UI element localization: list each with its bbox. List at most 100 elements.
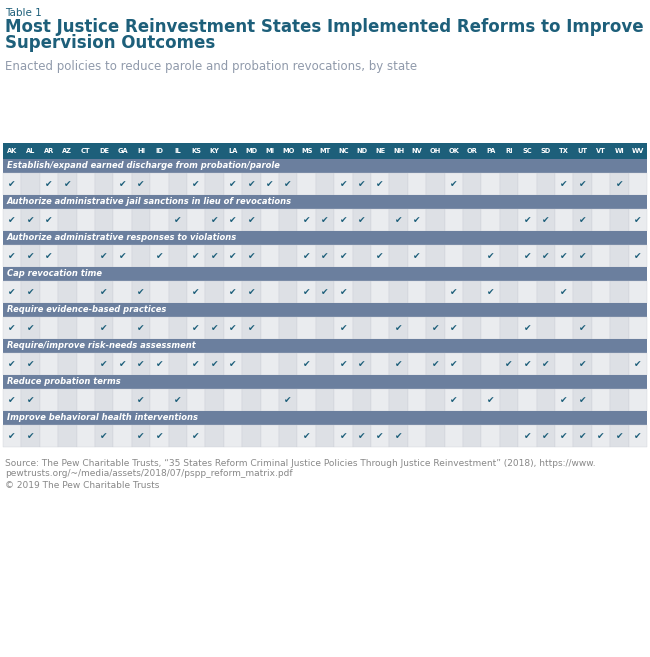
- Bar: [205, 389, 224, 411]
- Bar: [77, 389, 95, 411]
- Text: ✔: ✔: [432, 323, 439, 332]
- Text: ✔: ✔: [413, 215, 421, 225]
- Bar: [592, 209, 610, 231]
- Bar: [371, 389, 389, 411]
- Bar: [132, 389, 150, 411]
- Text: ✔: ✔: [101, 288, 108, 296]
- Text: ✔: ✔: [248, 179, 255, 189]
- Bar: [537, 425, 555, 447]
- Text: SD: SD: [541, 148, 551, 154]
- Text: TX: TX: [559, 148, 569, 154]
- Bar: [261, 389, 279, 411]
- Text: ✔: ✔: [266, 179, 274, 189]
- Bar: [408, 245, 426, 267]
- Bar: [187, 245, 205, 267]
- Bar: [21, 173, 40, 195]
- Bar: [482, 245, 500, 267]
- Bar: [77, 281, 95, 303]
- Bar: [445, 317, 463, 339]
- Bar: [205, 425, 224, 447]
- Text: ✔: ✔: [560, 252, 568, 260]
- Text: ✔: ✔: [376, 432, 384, 440]
- Bar: [555, 209, 573, 231]
- Text: ✔: ✔: [358, 359, 365, 369]
- Text: ✔: ✔: [101, 252, 108, 260]
- Bar: [408, 389, 426, 411]
- Text: ✔: ✔: [634, 252, 642, 260]
- Text: NC: NC: [338, 148, 348, 154]
- Bar: [224, 317, 242, 339]
- Text: ✔: ✔: [101, 359, 108, 369]
- Text: ✔: ✔: [155, 252, 163, 260]
- Bar: [21, 353, 40, 375]
- Bar: [40, 425, 58, 447]
- Bar: [518, 173, 537, 195]
- Text: ✔: ✔: [211, 215, 218, 225]
- Bar: [555, 173, 573, 195]
- Text: Require evidence-based practices: Require evidence-based practices: [7, 306, 166, 315]
- Bar: [132, 425, 150, 447]
- Bar: [150, 209, 168, 231]
- Bar: [408, 281, 426, 303]
- Bar: [242, 209, 261, 231]
- Text: ✔: ✔: [229, 215, 237, 225]
- Bar: [21, 281, 40, 303]
- Text: ✔: ✔: [8, 179, 16, 189]
- Bar: [352, 389, 371, 411]
- Text: ✔: ✔: [174, 396, 181, 405]
- Bar: [426, 353, 445, 375]
- Bar: [426, 281, 445, 303]
- Text: AZ: AZ: [62, 148, 72, 154]
- Bar: [592, 281, 610, 303]
- Text: ✔: ✔: [487, 396, 495, 405]
- Bar: [573, 317, 592, 339]
- Bar: [242, 389, 261, 411]
- Text: ID: ID: [155, 148, 163, 154]
- Bar: [482, 353, 500, 375]
- Bar: [224, 245, 242, 267]
- Bar: [21, 245, 40, 267]
- Bar: [3, 267, 647, 281]
- Bar: [537, 389, 555, 411]
- Text: Supervision Outcomes: Supervision Outcomes: [5, 34, 215, 52]
- Bar: [537, 209, 555, 231]
- Bar: [610, 173, 629, 195]
- Bar: [77, 317, 95, 339]
- Bar: [316, 353, 334, 375]
- Text: ✔: ✔: [8, 252, 16, 260]
- Bar: [187, 281, 205, 303]
- Text: ✔: ✔: [413, 252, 421, 260]
- Text: ✔: ✔: [579, 359, 586, 369]
- Bar: [555, 245, 573, 267]
- Bar: [629, 425, 647, 447]
- Text: ✔: ✔: [579, 252, 586, 260]
- Text: ✔: ✔: [248, 288, 255, 296]
- Text: ✔: ✔: [64, 179, 71, 189]
- Bar: [334, 425, 352, 447]
- Text: ✔: ✔: [137, 359, 145, 369]
- Bar: [629, 173, 647, 195]
- Bar: [482, 209, 500, 231]
- Bar: [316, 173, 334, 195]
- Text: ✔: ✔: [137, 432, 145, 440]
- Text: ✔: ✔: [229, 252, 237, 260]
- Text: KY: KY: [210, 148, 220, 154]
- Bar: [58, 389, 77, 411]
- Bar: [445, 389, 463, 411]
- Bar: [187, 173, 205, 195]
- Text: ✔: ✔: [634, 359, 642, 369]
- Bar: [426, 425, 445, 447]
- Bar: [298, 389, 316, 411]
- Bar: [40, 281, 58, 303]
- Bar: [40, 173, 58, 195]
- Bar: [389, 281, 408, 303]
- Text: ✔: ✔: [524, 432, 531, 440]
- Text: ✔: ✔: [358, 215, 365, 225]
- Bar: [113, 209, 132, 231]
- Bar: [113, 173, 132, 195]
- Bar: [537, 317, 555, 339]
- Bar: [242, 353, 261, 375]
- Bar: [95, 425, 113, 447]
- Bar: [261, 209, 279, 231]
- Text: ✔: ✔: [303, 432, 310, 440]
